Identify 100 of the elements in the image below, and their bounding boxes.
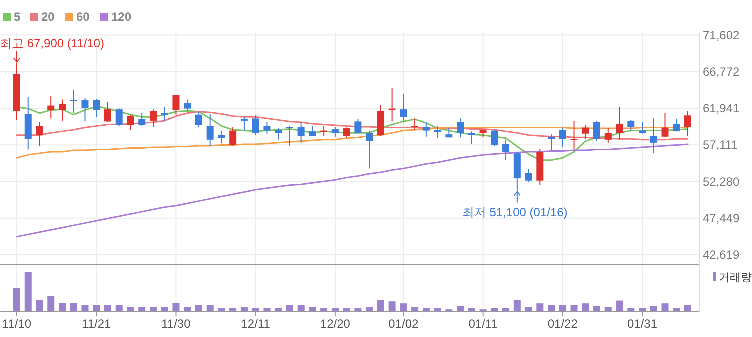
annotation: 최저 51,100 (01/16)	[462, 206, 568, 220]
bar	[70, 303, 78, 312]
bar	[662, 304, 669, 312]
legend-label: 5	[14, 10, 21, 24]
candlestick	[525, 168, 532, 183]
bar	[24, 272, 32, 312]
line-series	[16, 144, 689, 238]
candlestick	[116, 108, 123, 127]
bar	[559, 305, 566, 312]
x-tick-label: 01/31	[627, 317, 658, 331]
legend-label: 거래량	[719, 272, 752, 284]
candlestick	[138, 112, 146, 127]
candlestick	[275, 128, 282, 140]
bar	[172, 303, 180, 312]
x-tick-label: 11/21	[82, 317, 112, 331]
bar	[457, 306, 464, 312]
candlestick	[150, 109, 157, 128]
candlestick	[354, 118, 362, 134]
candlestick	[684, 110, 692, 137]
candlestick	[434, 126, 442, 139]
candlestick	[206, 114, 214, 146]
bar	[366, 307, 374, 312]
candlestick	[93, 98, 100, 118]
x-tick-label: 01/02	[388, 317, 420, 331]
bar	[536, 304, 544, 312]
candlestick	[422, 122, 430, 138]
bar	[14, 288, 20, 312]
bar	[400, 304, 408, 312]
bar	[309, 307, 316, 312]
legend-label: 120	[112, 10, 132, 24]
y-tick-label: 61,941	[703, 102, 740, 116]
bar	[240, 307, 248, 312]
bar	[195, 305, 202, 312]
bar	[58, 303, 66, 312]
candlestick	[58, 99, 66, 122]
bar	[525, 307, 532, 312]
candlestick	[332, 126, 339, 138]
candlestick	[343, 127, 350, 138]
candlestick	[628, 120, 635, 132]
candlestick	[104, 101, 112, 123]
y-tick-label: 57,111	[703, 138, 738, 152]
bar	[514, 300, 521, 312]
bar	[104, 305, 112, 312]
x-tick-label: 11/30	[162, 317, 192, 331]
candlestick	[286, 126, 294, 146]
bar	[582, 304, 590, 312]
bar	[616, 300, 624, 312]
candlestick	[650, 118, 658, 154]
candlestick	[570, 120, 578, 150]
candlestick	[366, 130, 374, 170]
candlestick	[195, 111, 202, 128]
bar	[650, 306, 658, 312]
candlestick	[172, 94, 180, 116]
candlestick	[264, 122, 271, 134]
candlestick	[662, 112, 669, 138]
candlestick	[457, 118, 464, 138]
candlestick	[320, 126, 328, 137]
candlestick	[82, 98, 89, 122]
bar	[286, 305, 294, 312]
bar	[377, 300, 384, 312]
y-tick-label: 47,449	[703, 211, 740, 226]
bar	[161, 307, 168, 312]
candlestick	[412, 118, 419, 131]
y-tick-label: 42,619	[703, 248, 740, 262]
bar	[48, 296, 55, 312]
candlestick	[594, 120, 601, 142]
candlestick	[604, 128, 612, 144]
bar	[36, 300, 44, 312]
x-tick-label: 01/11	[468, 317, 498, 331]
y-tick-label: 66,772	[703, 64, 740, 79]
legend-label: 20	[42, 10, 56, 24]
bar	[570, 305, 578, 312]
bar	[150, 307, 157, 312]
bar	[548, 305, 556, 312]
legend-label: 60	[76, 10, 90, 24]
candlestick	[240, 116, 248, 132]
candlestick	[36, 122, 44, 146]
x-tick-label: 12/11	[241, 317, 271, 331]
bar	[116, 305, 123, 312]
bar	[206, 305, 214, 312]
candlestick	[491, 130, 498, 146]
bar	[604, 307, 612, 312]
candlestick	[400, 94, 408, 122]
candlestick	[616, 106, 624, 140]
candlestick	[298, 122, 305, 144]
candlestick	[184, 99, 192, 112]
candlestick	[502, 139, 510, 161]
bar	[138, 307, 146, 312]
x-tick-label: 01/22	[548, 317, 578, 331]
candlestick	[252, 115, 260, 136]
bar	[184, 307, 192, 312]
bar	[93, 305, 100, 312]
candlestick	[559, 127, 566, 148]
candlestick	[582, 124, 590, 140]
candlestick	[468, 131, 476, 145]
candlestick	[48, 95, 55, 120]
candlestick	[70, 89, 78, 114]
bar	[127, 307, 134, 312]
candlestick	[127, 114, 134, 131]
y-tick-label: 71,602	[703, 28, 740, 42]
